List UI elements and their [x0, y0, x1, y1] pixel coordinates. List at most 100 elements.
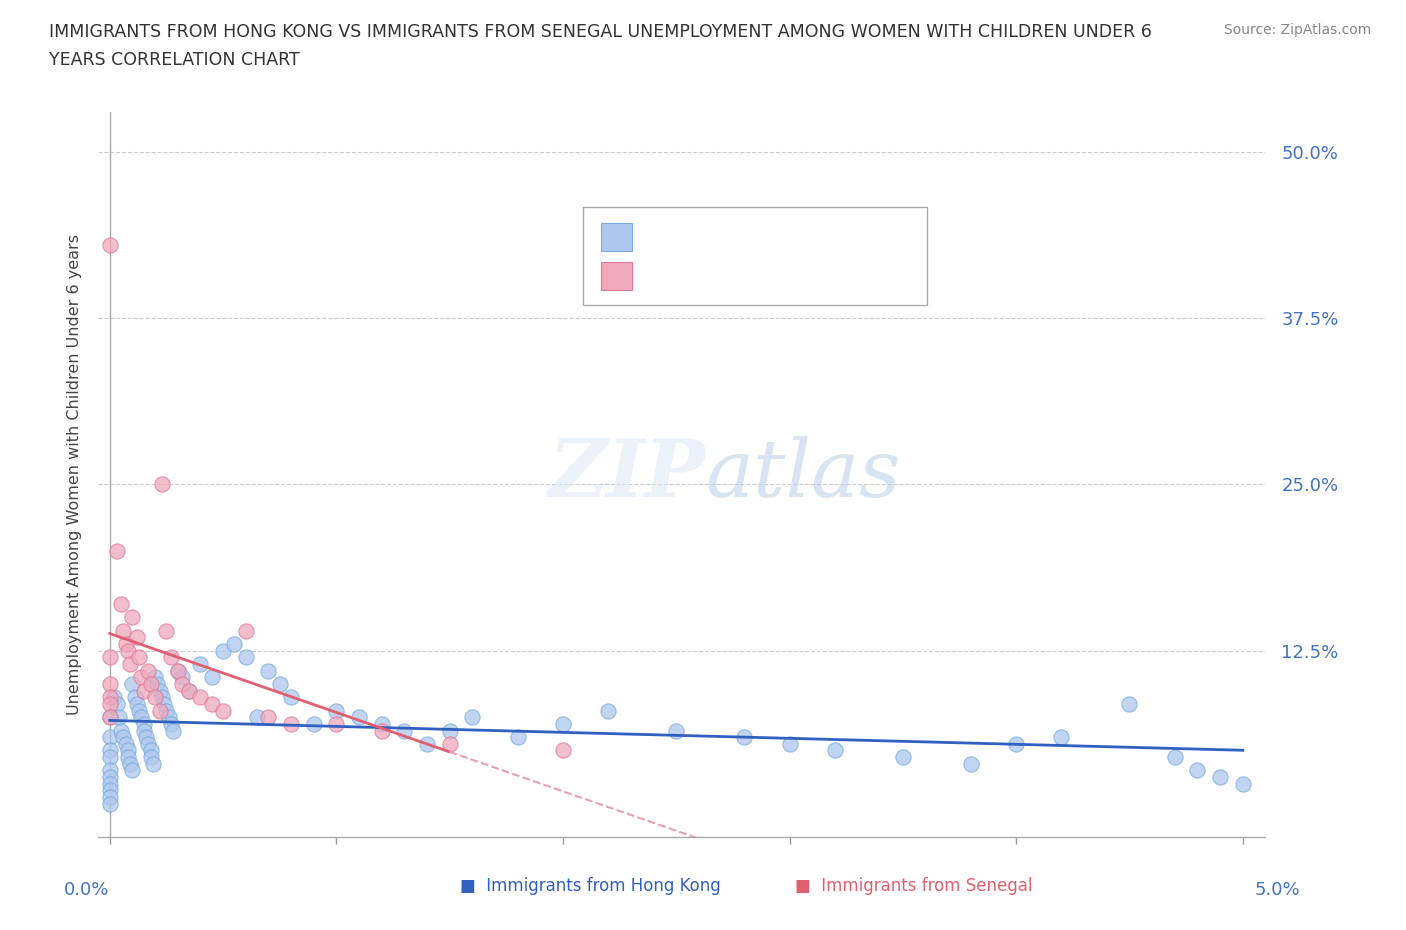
Point	[325, 716, 347, 731]
Point	[103, 690, 125, 705]
Point	[416, 737, 439, 751]
Point	[269, 676, 291, 691]
Point	[1050, 730, 1073, 745]
Point	[108, 710, 131, 724]
Point	[98, 676, 121, 691]
Point	[132, 716, 155, 731]
Point	[302, 716, 325, 731]
Point	[779, 737, 801, 751]
Point	[370, 724, 392, 738]
Point	[136, 663, 159, 678]
Point	[1005, 737, 1028, 751]
Point	[117, 750, 139, 764]
Point	[98, 796, 121, 811]
Point	[212, 703, 235, 718]
Point	[439, 737, 461, 751]
Point	[98, 730, 121, 745]
Point	[135, 730, 157, 745]
Point	[120, 657, 142, 671]
Point	[146, 676, 169, 691]
Point	[325, 703, 347, 718]
Point	[150, 477, 173, 492]
Point	[110, 724, 132, 738]
Text: IMMIGRANTS FROM HONG KONG VS IMMIGRANTS FROM SENEGAL UNEMPLOYMENT AMONG WOMEN WI: IMMIGRANTS FROM HONG KONG VS IMMIGRANTS …	[49, 23, 1152, 41]
Point	[959, 756, 981, 771]
Point	[105, 543, 128, 558]
Point	[155, 623, 177, 638]
Point	[257, 710, 280, 724]
Point	[131, 710, 153, 724]
Point	[733, 730, 755, 745]
Point	[132, 724, 155, 738]
Point	[1164, 750, 1187, 764]
Point	[143, 690, 166, 705]
Point	[665, 724, 688, 738]
Point	[224, 636, 246, 651]
Point	[149, 703, 172, 718]
Point	[190, 657, 212, 671]
Point	[201, 670, 224, 684]
Text: ■  Immigrants from Senegal: ■ Immigrants from Senegal	[796, 877, 1032, 895]
Text: R = -0.411  N = 77: R = -0.411 N = 77	[644, 228, 814, 246]
Point	[166, 663, 188, 678]
Point	[98, 690, 121, 705]
Text: atlas: atlas	[706, 435, 901, 513]
Point	[136, 737, 159, 751]
Point	[439, 724, 461, 738]
Point	[121, 676, 143, 691]
Point	[177, 684, 200, 698]
Point	[139, 743, 162, 758]
Point	[461, 710, 484, 724]
Point	[110, 597, 132, 612]
Point	[98, 763, 121, 777]
Point	[117, 644, 139, 658]
Point	[98, 650, 121, 665]
Point	[394, 724, 416, 738]
Point	[117, 743, 139, 758]
Point	[280, 690, 302, 705]
Point	[124, 690, 146, 705]
Point	[120, 756, 142, 771]
Point	[98, 743, 121, 758]
Point	[98, 697, 121, 711]
Point	[149, 684, 172, 698]
Point	[142, 756, 165, 771]
Point	[551, 716, 574, 731]
Point	[160, 716, 183, 731]
Point	[105, 697, 128, 711]
Point	[98, 783, 121, 798]
Point	[98, 710, 121, 724]
Point	[98, 790, 121, 804]
Point	[1209, 770, 1232, 785]
Point	[128, 703, 150, 718]
Point	[506, 730, 529, 745]
Point	[98, 777, 121, 791]
Point	[98, 750, 121, 764]
Y-axis label: Unemployment Among Women with Children Under 6 years: Unemployment Among Women with Children U…	[66, 233, 82, 715]
Point	[212, 644, 235, 658]
Point	[114, 636, 136, 651]
Point	[98, 710, 121, 724]
Point	[235, 650, 257, 665]
Point	[125, 630, 148, 644]
Point	[139, 676, 162, 691]
Point	[551, 743, 574, 758]
Point	[160, 650, 183, 665]
Point	[257, 663, 280, 678]
Point	[598, 703, 620, 718]
Point	[201, 697, 224, 711]
Point	[121, 610, 143, 625]
Text: 5.0%: 5.0%	[1254, 881, 1301, 898]
Text: YEARS CORRELATION CHART: YEARS CORRELATION CHART	[49, 51, 299, 69]
Text: ZIP: ZIP	[548, 435, 706, 513]
Text: R =  0.117  N = 37: R = 0.117 N = 37	[644, 267, 814, 285]
Point	[98, 770, 121, 785]
Point	[166, 663, 188, 678]
Point	[112, 623, 135, 638]
Point	[132, 684, 155, 698]
Point	[150, 690, 173, 705]
Point	[280, 716, 302, 731]
Point	[155, 703, 177, 718]
Point	[143, 670, 166, 684]
Point	[246, 710, 269, 724]
